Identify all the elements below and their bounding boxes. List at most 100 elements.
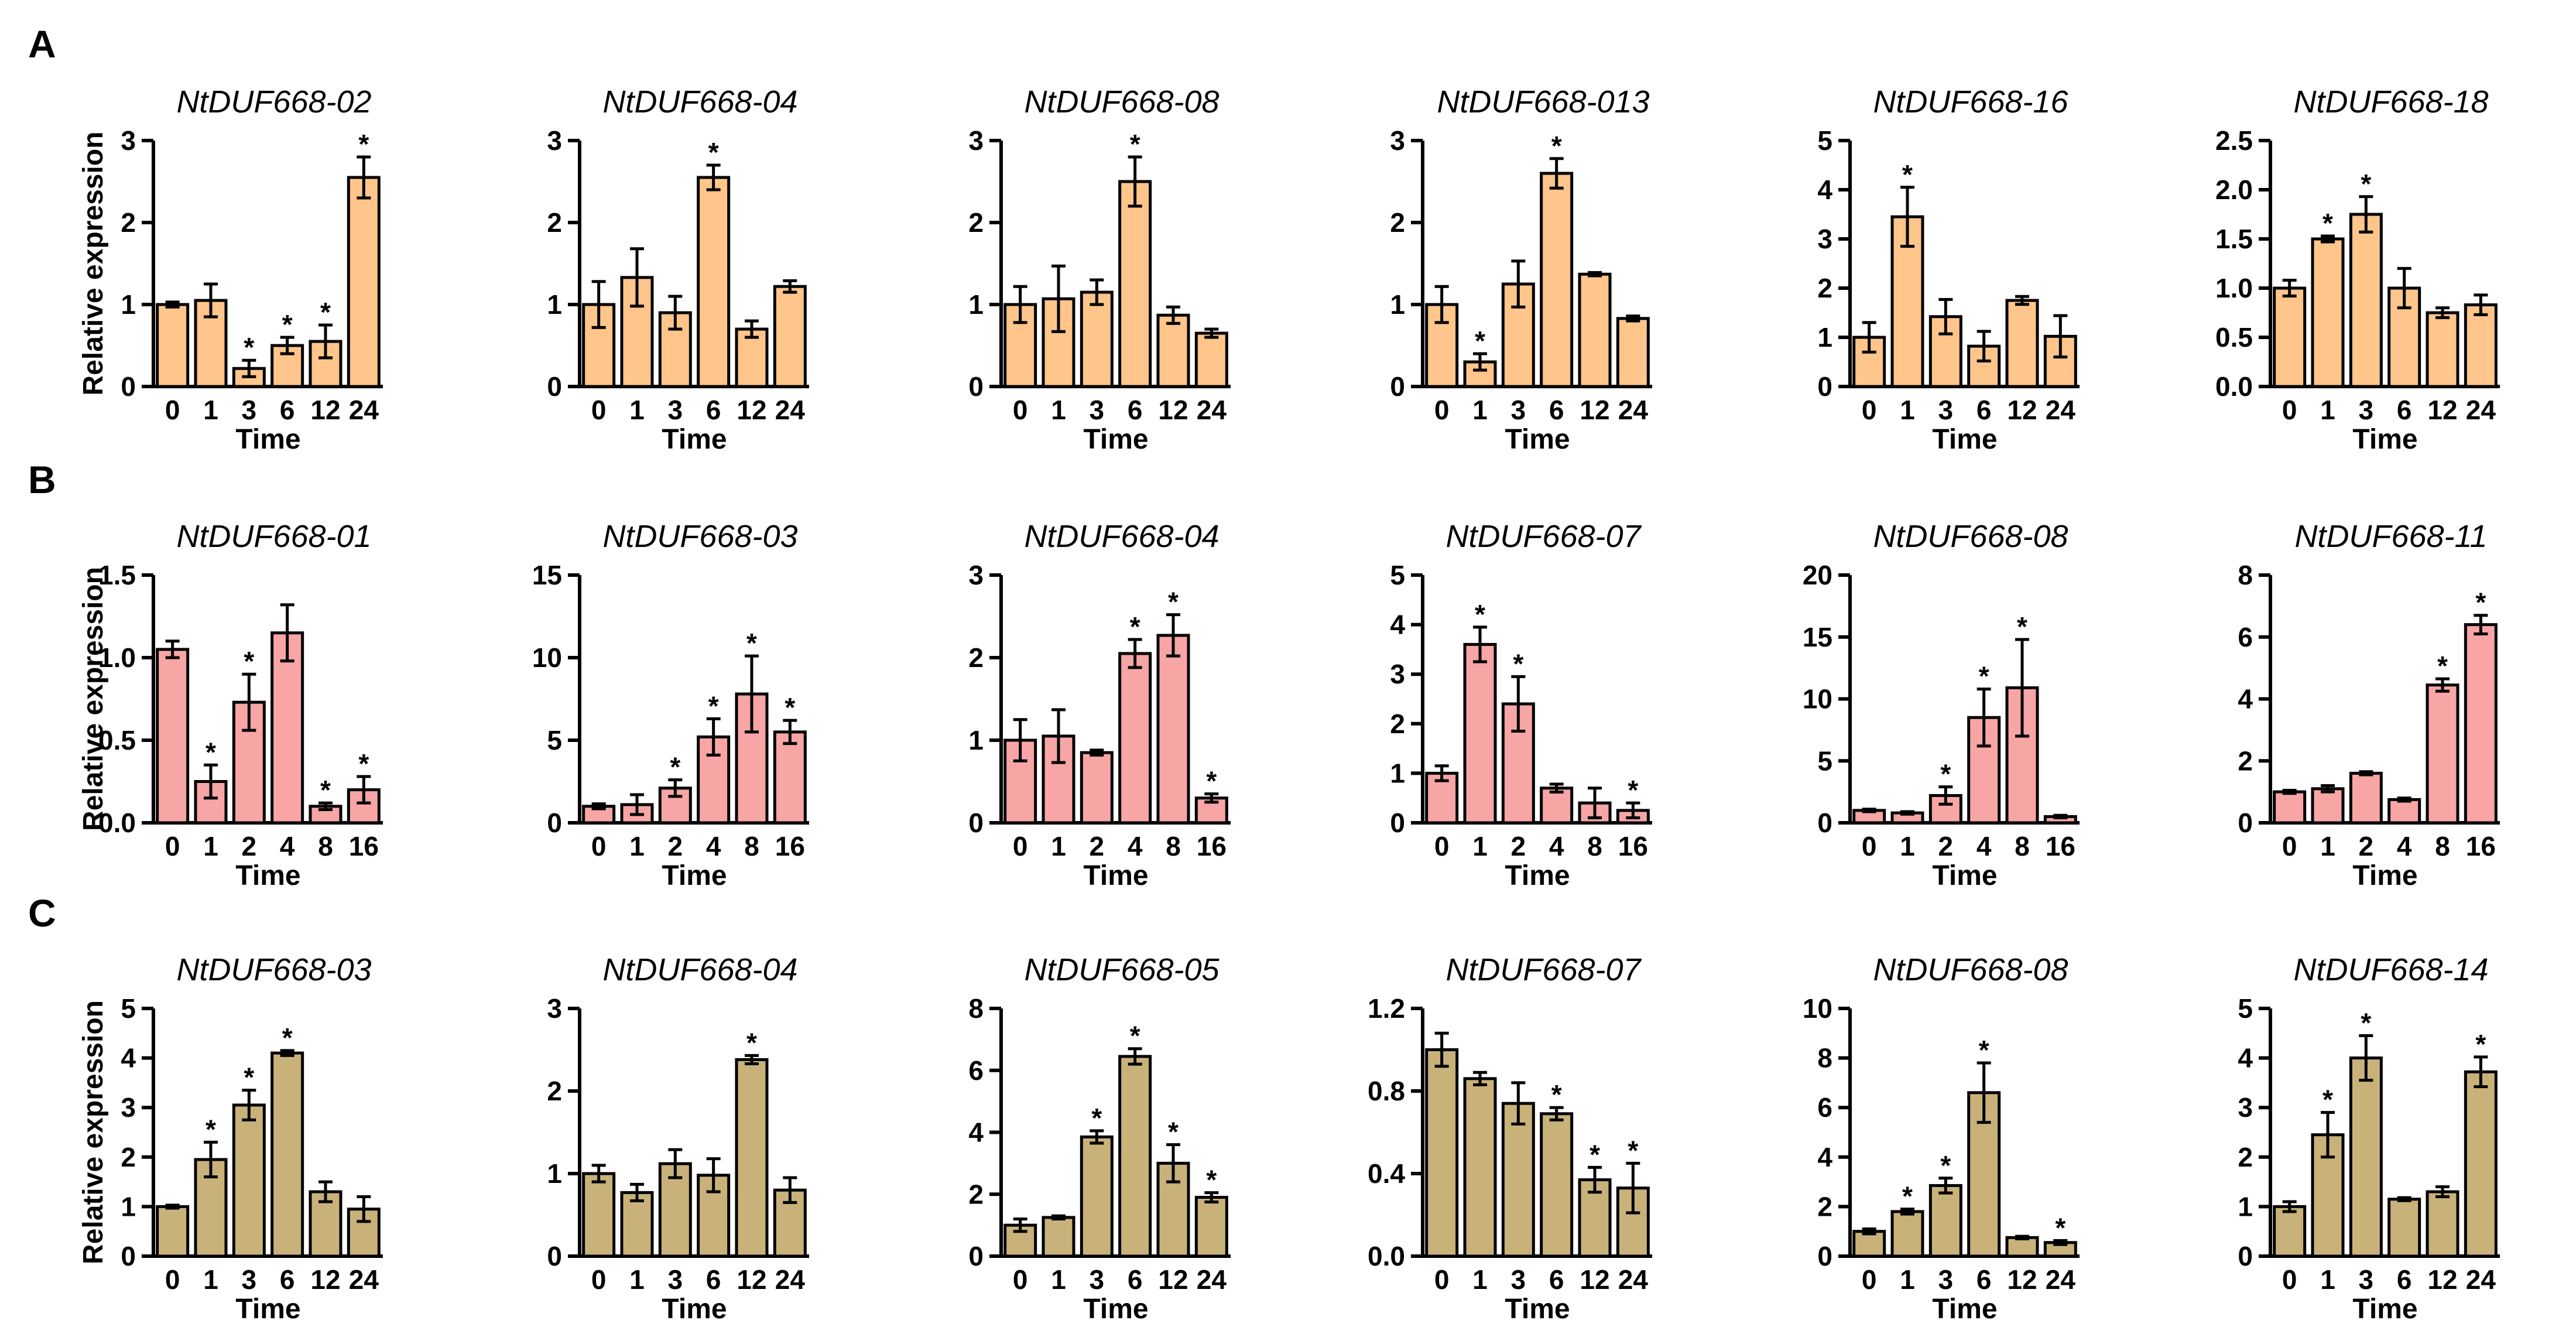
x-tick-label: 12 (2007, 1264, 2037, 1295)
x-tick-label: 6 (1128, 1264, 1143, 1295)
bar (2387, 1198, 2421, 1258)
y-tick-label: 0 (968, 1241, 984, 1271)
bar (2349, 1056, 2383, 1258)
y-tick-label: 3 (547, 125, 562, 156)
y-tick-label: 3 (968, 560, 984, 590)
x-tick-label: 3 (1090, 395, 1105, 425)
bar (1540, 786, 1574, 825)
bar (1194, 1196, 1228, 1258)
y-tick-label: 1 (968, 289, 984, 320)
y-tick-label: 2 (1390, 709, 1405, 739)
significance-marker: * (2017, 611, 2027, 642)
x-tick-label: 0 (1862, 831, 1877, 861)
x-tick-label: 1 (1900, 831, 1915, 861)
y-tick-label: 4 (1817, 175, 1832, 205)
x-tick-label: 12 (1158, 1264, 1188, 1295)
x-tick-label: 16 (349, 831, 379, 861)
x-tick-label: 12 (737, 395, 766, 425)
x-tick-label: 1 (1051, 1264, 1066, 1295)
x-tick-label: 16 (1618, 831, 1648, 861)
x-tick-label: 0 (2282, 831, 2297, 861)
panel-label-a: A (28, 22, 56, 66)
x-tick-label: 3 (1511, 395, 1526, 425)
significance-marker: * (1168, 587, 1179, 617)
x-tick-label: 0 (1434, 395, 1450, 425)
chart-title: NtDUF668-02 (176, 84, 371, 119)
y-tick-label: 0 (1817, 371, 1832, 402)
x-tick-label: 3 (668, 395, 683, 425)
y-tick-label: 1 (547, 1158, 562, 1189)
x-tick-label: 24 (2046, 1264, 2076, 1295)
bar (697, 735, 731, 825)
x-tick-label: 1 (2320, 831, 2335, 861)
x-tick-label: 6 (1549, 395, 1564, 425)
x-tick-label: 24 (2466, 395, 2496, 425)
bar (1852, 1230, 1886, 1258)
bar (232, 1103, 266, 1258)
x-tick-label: 6 (1976, 395, 1992, 425)
significance-marker: * (2322, 1085, 2333, 1115)
bar (1890, 1210, 1924, 1258)
y-axis-label: Relative expression (78, 567, 109, 831)
x-tick-label: 12 (310, 395, 340, 425)
x-tick-label: 8 (744, 831, 759, 861)
x-axis-label: Time (1932, 1294, 1997, 1325)
x-tick-label: 3 (668, 1264, 683, 1295)
y-tick-label: 2 (2238, 745, 2253, 776)
x-tick-label: 0 (1862, 395, 1877, 425)
y-tick-label: 0 (2238, 1241, 2253, 1271)
x-tick-label: 4 (280, 831, 295, 861)
y-tick-label: 1 (968, 725, 984, 755)
x-tick-label: 8 (318, 831, 333, 861)
significance-marker: * (1475, 599, 1485, 630)
x-tick-label: 12 (1580, 395, 1609, 425)
x-tick-label: 16 (2046, 831, 2075, 861)
bar (2426, 311, 2459, 388)
y-tick-label: 1.0 (2215, 273, 2253, 303)
x-tick-label: 0 (165, 395, 180, 425)
x-tick-label: 4 (1128, 831, 1143, 861)
bar (1156, 313, 1190, 388)
chart-title: NtDUF668-11 (2294, 519, 2487, 554)
y-tick-label: 2.5 (2215, 125, 2253, 156)
y-tick-label: 5 (121, 993, 136, 1024)
x-tick-label: 6 (1976, 1264, 1992, 1295)
significance-marker: * (1979, 661, 1989, 692)
x-tick-label: 6 (2397, 395, 2412, 425)
significance-marker: * (1902, 159, 1913, 190)
y-tick-label: 5 (1817, 125, 1832, 156)
x-tick-label: 0 (165, 831, 180, 861)
bar (1540, 1112, 1574, 1258)
y-tick-label: 8 (968, 993, 984, 1024)
x-tick-label: 24 (1197, 395, 1227, 425)
significance-marker: * (2055, 1212, 2065, 1243)
y-tick-label: 2 (968, 207, 984, 238)
x-tick-label: 3 (1938, 1264, 1954, 1295)
x-tick-label: 1 (2320, 1264, 2335, 1295)
x-axis-label: Time (1083, 424, 1148, 455)
y-tick-label: 20 (1803, 560, 1832, 590)
y-tick-label: 4 (968, 1117, 984, 1148)
x-tick-label: 12 (1580, 1264, 1609, 1295)
bar (582, 1172, 616, 1258)
y-tick-label: 5 (2238, 993, 2253, 1024)
y-tick-label: 0 (968, 371, 984, 402)
y-tick-label: 10 (532, 642, 562, 673)
x-tick-label: 1 (1472, 831, 1488, 861)
bar (2349, 213, 2383, 388)
y-tick-label: 0 (2238, 808, 2253, 838)
y-tick-label: 3 (121, 125, 136, 156)
y-tick-label: 5 (547, 725, 562, 755)
x-tick-label: 0 (1013, 831, 1028, 861)
significance-marker: * (708, 690, 719, 721)
significance-marker: * (1940, 759, 1951, 789)
x-tick-label: 6 (706, 1264, 721, 1295)
x-tick-label: 3 (2359, 395, 2374, 425)
x-tick-label: 12 (310, 1264, 340, 1295)
